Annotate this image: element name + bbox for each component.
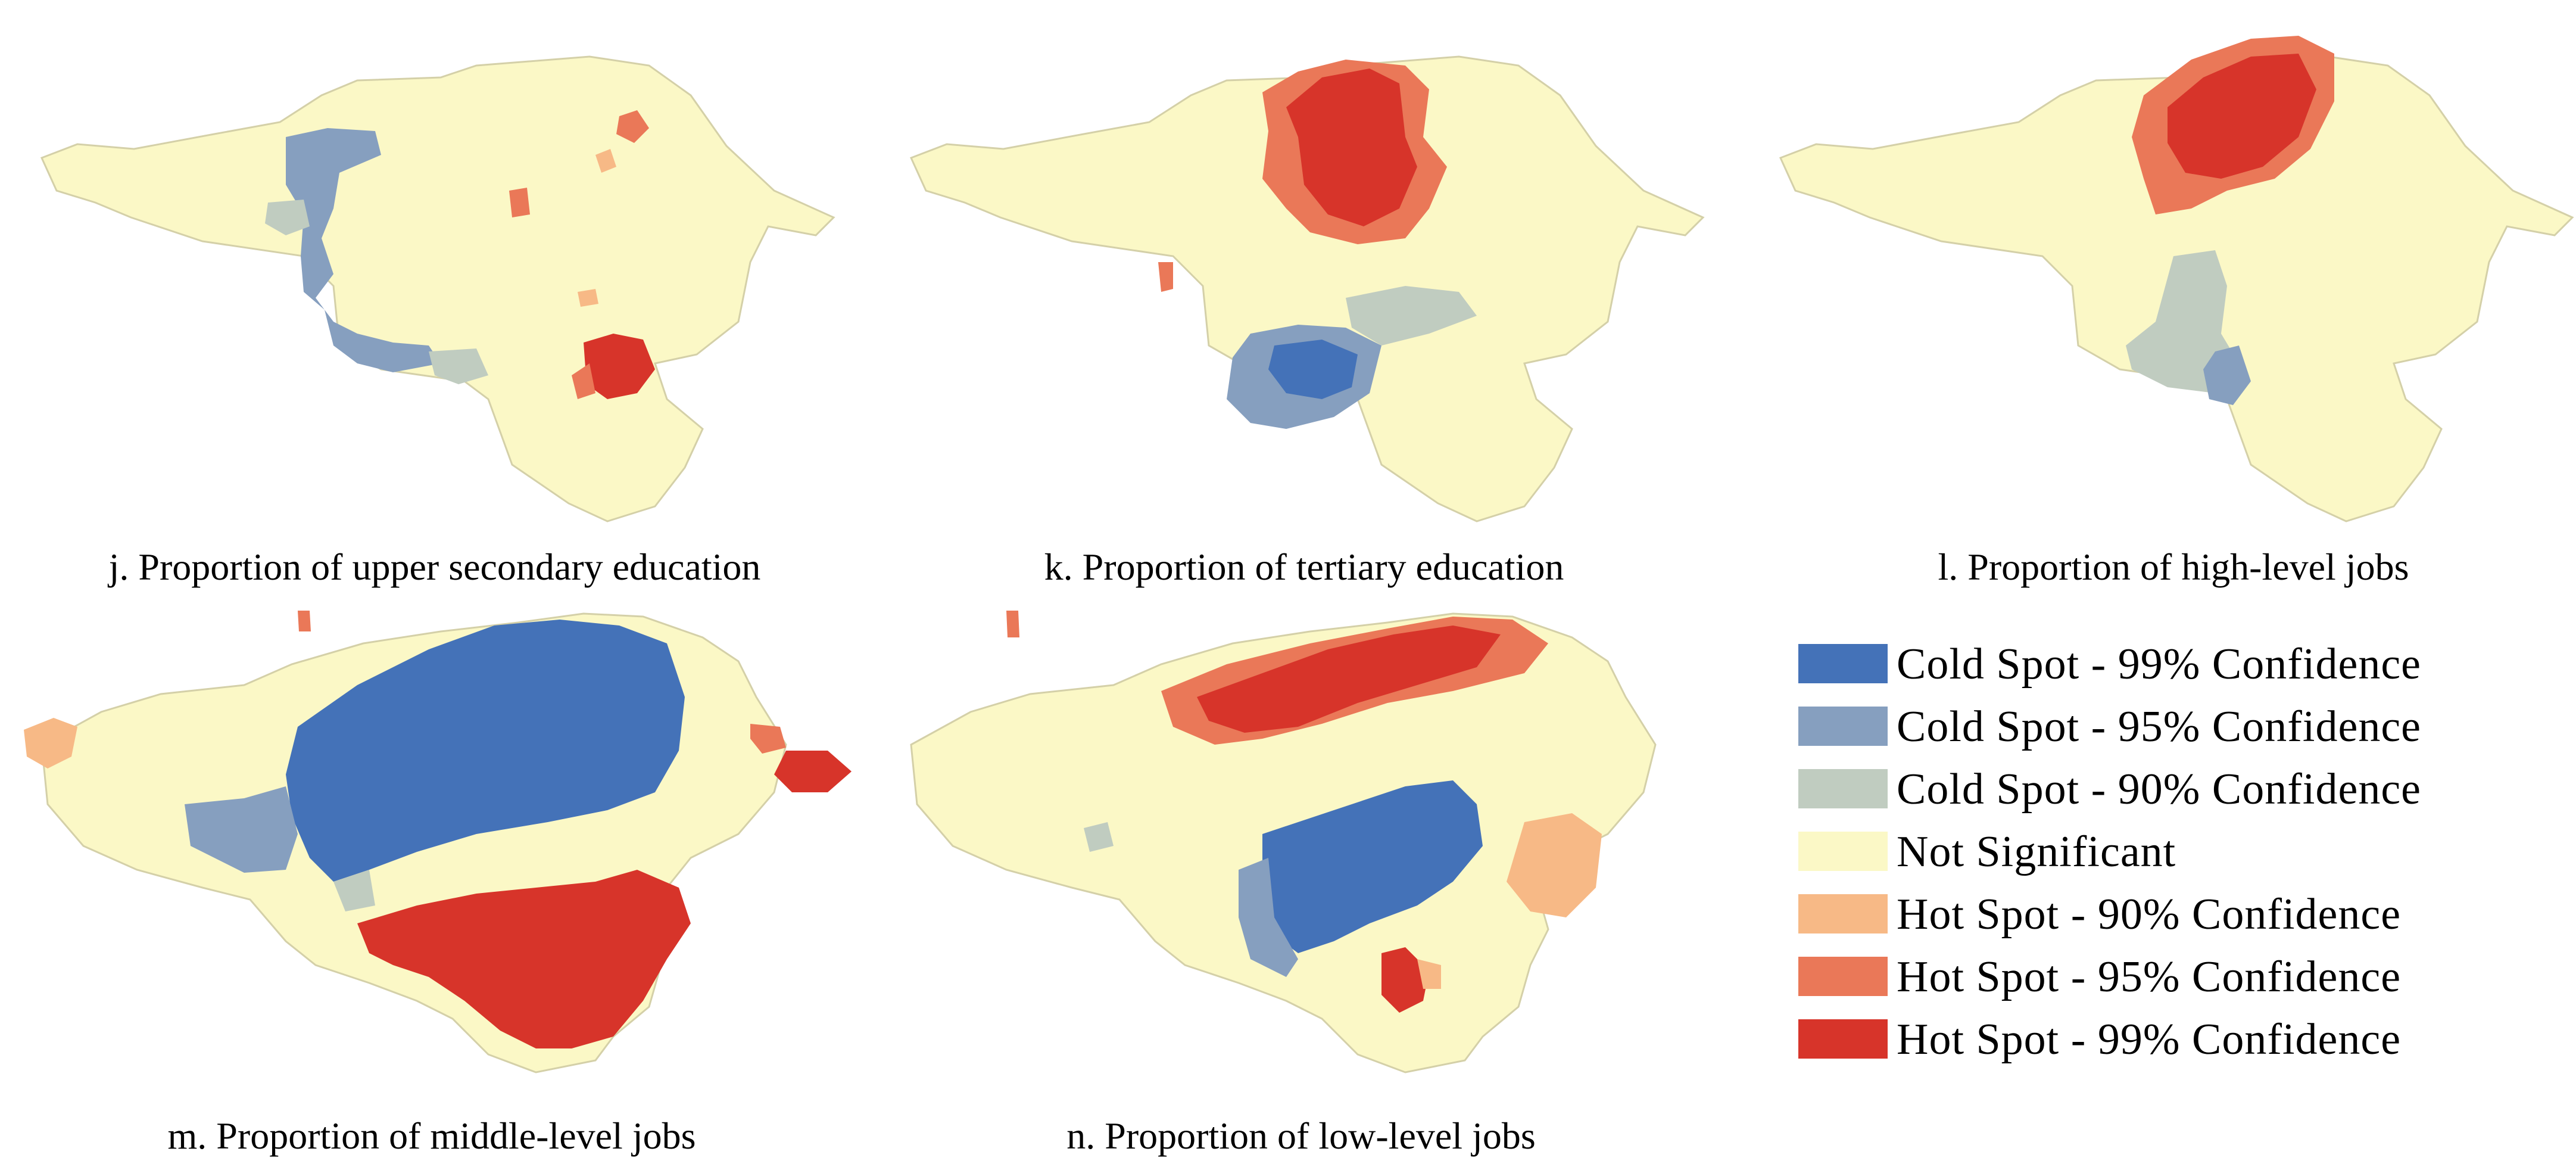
panel-caption: l. Proportion of high-level jobs (1938, 546, 2409, 588)
map-n (910, 611, 1657, 1073)
region-cold-99 (286, 620, 685, 882)
legend-label: Cold Spot - 99% Confidence (1897, 640, 2422, 689)
map-panel-k: k. Proportion of tertiary education (893, 12, 1715, 586)
map-k (909, 55, 1705, 522)
region-cold-99 (1268, 340, 1358, 399)
region-hot-90 (595, 149, 616, 173)
region-cold-90 (1084, 822, 1114, 852)
region-hot-95 (616, 110, 649, 143)
legend-swatch (1798, 1019, 1888, 1059)
legend-item-cold-99: Cold Spot - 99% Confidence (1792, 640, 2566, 688)
region-cold-95 (1239, 858, 1298, 977)
region-cold-90 (265, 200, 310, 235)
region-hot-99 (774, 751, 852, 792)
map-m (24, 611, 852, 1073)
region-hot-99 (357, 870, 691, 1048)
region-cold-95 (286, 128, 441, 372)
legend-item-hot-95: Hot Spot - 95% Confidence (1792, 953, 2566, 1001)
legend-swatch (1798, 769, 1888, 808)
region-cold-90 (1346, 286, 1477, 346)
region-hot-95 (1006, 611, 1019, 637)
region-cold-90 (333, 870, 375, 911)
region-cold-90 (429, 348, 488, 384)
legend-swatch (1798, 707, 1888, 746)
legend-item-not-significant: Not Significant (1792, 828, 2566, 876)
map-panel-n: n. Proportion of low-level jobs (881, 608, 1727, 1155)
panel-caption: j. Proportion of upper secondary educati… (108, 546, 761, 588)
region-hot-95 (1158, 262, 1173, 292)
region-hot-95 (509, 188, 530, 217)
panel-caption: n. Proportion of low-level jobs (1066, 1115, 1536, 1157)
legend-swatch (1798, 644, 1888, 683)
legend-label: Hot Spot - 99% Confidence (1897, 1015, 2402, 1064)
legend-label: Hot Spot - 90% Confidence (1897, 890, 2402, 939)
region-hot-95 (572, 363, 595, 399)
region-hot-95 (750, 724, 786, 754)
region-hot-99 (584, 334, 655, 399)
region-cold-90 (2126, 250, 2239, 393)
legend-item-hot-99: Hot Spot - 99% Confidence (1792, 1016, 2566, 1063)
map-panel-j: j. Proportion of upper secondary educati… (24, 12, 846, 586)
legend-label: Hot Spot - 95% Confidence (1897, 953, 2402, 1001)
legend-label: Cold Spot - 95% Confidence (1897, 702, 2422, 751)
region-not-significant (909, 55, 1705, 522)
region-hot-99 (2168, 54, 2316, 179)
region-hot-90 (1417, 959, 1441, 989)
region-hot-99 (1381, 947, 1429, 1013)
region-hot-90 (578, 289, 598, 307)
region-cold-95 (2203, 346, 2251, 405)
legend-swatch (1798, 894, 1888, 933)
region-hot-90 (24, 718, 77, 768)
region-cold-95 (185, 786, 298, 873)
map-j (40, 55, 835, 522)
legend-swatch (1798, 832, 1888, 871)
map-panel-l: l. Proportion of high-level jobs (1763, 12, 2576, 586)
legend-item-cold-95: Cold Spot - 95% Confidence (1792, 703, 2566, 751)
legend-item-cold-90: Cold Spot - 90% Confidence (1792, 766, 2566, 813)
legend-label: Cold Spot - 90% Confidence (1897, 765, 2422, 814)
region-hot-90 (1507, 813, 1602, 917)
map-l (1779, 36, 2574, 522)
panel-caption: k. Proportion of tertiary education (1044, 546, 1564, 588)
panel-caption: m. Proportion of middle-level jobs (167, 1115, 696, 1157)
map-panel-m: m. Proportion of middle-level jobs (12, 608, 857, 1155)
legend-label: Not Significant (1897, 827, 2176, 876)
legend-swatch (1798, 957, 1888, 996)
region-cold-99 (1262, 780, 1483, 953)
region-hot-99 (1286, 69, 1417, 226)
legend-item-hot-90: Hot Spot - 90% Confidence (1792, 891, 2566, 938)
region-not-significant (40, 55, 835, 522)
region-hot-99 (1197, 626, 1501, 733)
region-hot-95 (298, 611, 311, 631)
